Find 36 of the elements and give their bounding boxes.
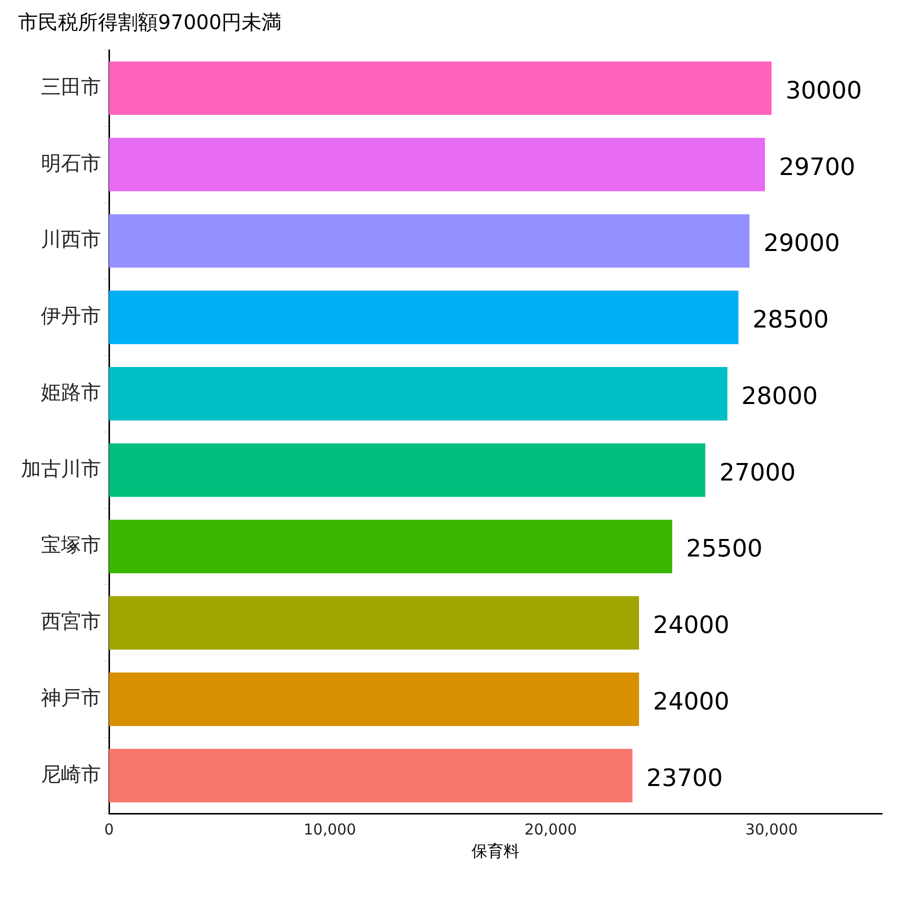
bar (109, 672, 640, 726)
data-label: 29700 (778, 152, 856, 181)
bar (109, 138, 765, 192)
y-tick-label: 伊丹市 (41, 304, 101, 328)
y-tick-label: 明石市 (41, 150, 101, 175)
x-tick-label: 10,000 (304, 820, 356, 839)
data-label: 24000 (653, 687, 730, 716)
y-tick-label: 加古川市 (21, 456, 101, 480)
x-axis-title: 保育料 (472, 842, 520, 861)
y-tick-label: 宝塚市 (41, 532, 101, 557)
bar (109, 748, 632, 802)
y-tick-label: 川西市 (41, 227, 101, 252)
data-label: 24000 (653, 611, 730, 640)
bar (109, 366, 728, 420)
bar (109, 443, 706, 497)
y-tick-label: 西宮市 (41, 609, 101, 634)
bar (109, 520, 672, 574)
data-label: 25500 (686, 534, 763, 563)
x-tick-label: 20,000 (524, 820, 577, 839)
data-label: 23700 (646, 764, 723, 792)
data-label: 28000 (741, 382, 818, 410)
y-tick-label: 三田市 (41, 74, 101, 98)
bar (109, 596, 640, 650)
bar (109, 61, 772, 115)
x-tick-label: 30,000 (745, 820, 798, 839)
y-tick-label: 姫路市 (41, 380, 101, 404)
bar (109, 214, 750, 268)
y-tick-label: 尼崎市 (41, 762, 101, 786)
data-label: 27000 (719, 458, 796, 486)
data-label: 30000 (786, 76, 862, 104)
x-tick-label: 0 (104, 820, 114, 839)
data-label: 28500 (752, 306, 829, 334)
data-label: 29000 (763, 229, 840, 258)
bar (109, 290, 738, 344)
chart-title: 市民税所得割額97000円未満 (18, 10, 282, 34)
y-tick-label: 神戸市 (41, 685, 101, 710)
